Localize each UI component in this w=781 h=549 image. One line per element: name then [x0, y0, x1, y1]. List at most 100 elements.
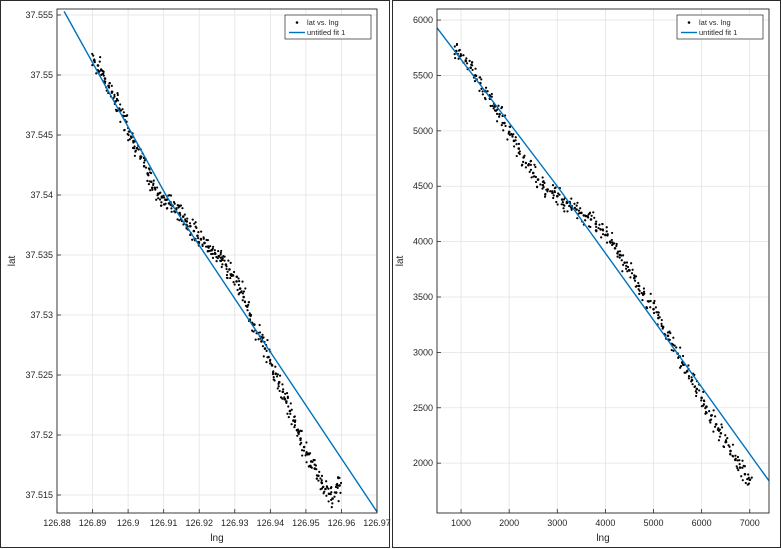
scatter-point: [191, 218, 194, 221]
scatter-point: [193, 222, 196, 225]
scatter-point: [219, 251, 222, 254]
scatter-point: [741, 466, 744, 469]
scatter-point: [500, 124, 503, 127]
x-tick-label: 126.95: [292, 518, 320, 528]
scatter-point: [203, 241, 206, 244]
scatter-point: [156, 194, 159, 197]
scatter-point: [638, 292, 641, 295]
scatter-point: [719, 431, 723, 435]
scatter-point: [561, 201, 564, 204]
scatter-point: [152, 182, 155, 185]
scatter-point: [327, 500, 330, 503]
scatter-point: [657, 311, 660, 314]
scatter-point: [289, 402, 292, 405]
scatter-point: [529, 159, 533, 163]
scatter-point: [734, 457, 737, 460]
fit-line: [437, 27, 769, 482]
scatter-point: [211, 256, 215, 259]
scatter-point: [133, 145, 136, 148]
scatter-point: [324, 487, 327, 491]
scatter-point: [473, 80, 477, 83]
scatter-point: [154, 188, 157, 191]
scatter-point: [542, 185, 545, 189]
scatter-point: [489, 104, 492, 108]
scatter-point: [102, 74, 105, 77]
scatter-point: [202, 237, 205, 240]
scatter-point: [704, 407, 707, 410]
scatter-point: [152, 179, 155, 182]
scatter-point: [712, 409, 715, 412]
scatter-point: [601, 222, 604, 226]
scatter-point: [123, 129, 126, 132]
scatter-point: [301, 454, 304, 457]
scatter-point: [320, 479, 323, 482]
scatter-point: [293, 420, 297, 424]
scatter-point: [704, 410, 708, 414]
scatter-point: [717, 429, 721, 432]
scatter-point: [599, 228, 602, 231]
scatter-point: [254, 338, 257, 341]
scatter-point: [110, 91, 113, 94]
scatter-point: [211, 252, 214, 255]
scatter-point: [729, 449, 732, 453]
scatter-point: [116, 92, 119, 95]
scatter-point: [531, 171, 535, 175]
legend-entry-fit: untitled fit 1: [699, 28, 737, 37]
scatter-point: [98, 70, 101, 73]
scatter-point: [681, 361, 684, 364]
scatter-point: [645, 307, 649, 310]
scatter-point: [265, 349, 268, 353]
scatter-point: [269, 362, 272, 365]
scatter-point: [217, 249, 220, 253]
x-tick-label: 5000: [644, 518, 664, 528]
scatter-point: [649, 306, 652, 309]
y-tick-label: 37.515: [25, 490, 53, 500]
scatter-point: [274, 365, 277, 368]
scatter-point: [322, 492, 325, 495]
scatter-point: [459, 52, 462, 56]
scatter-point: [223, 255, 226, 258]
scatter-point: [92, 59, 96, 62]
scatter-point: [206, 239, 210, 242]
scatter-point: [162, 194, 165, 197]
scatter-point: [151, 186, 154, 189]
scatter-point: [173, 210, 176, 213]
scatter-point: [137, 148, 140, 151]
scatter-point: [562, 207, 565, 210]
scatter-point: [521, 163, 524, 166]
scatter-point: [563, 210, 566, 213]
y-tick-label: 37.535: [25, 250, 53, 260]
scatter-point: [726, 437, 729, 440]
scatter-point: [522, 156, 525, 159]
scatter-point: [566, 210, 569, 213]
scatter-point: [305, 452, 308, 455]
scatter-point: [287, 405, 290, 408]
scatter-point: [621, 270, 624, 273]
scatter-point: [199, 237, 203, 240]
scatter-point: [211, 247, 214, 250]
x-tick-label: 126.92: [185, 518, 213, 528]
scatter-point: [695, 387, 699, 391]
scatter-point: [549, 190, 552, 193]
scatter-point: [625, 264, 628, 267]
scatter-point: [506, 138, 509, 141]
scatter-point: [589, 218, 593, 221]
scatter-point: [319, 477, 322, 480]
scatter-point: [179, 204, 183, 207]
scatter-point: [530, 176, 533, 179]
scatter-point: [675, 346, 678, 349]
scatter-point: [191, 238, 194, 241]
scatter-point: [515, 142, 518, 146]
scatter-point: [263, 347, 267, 350]
scatter-point: [638, 289, 641, 292]
scatter-point: [709, 421, 712, 424]
scatter-point: [119, 103, 122, 106]
scatter-point: [474, 67, 477, 70]
scatter-point: [598, 223, 601, 226]
scatter-point: [147, 183, 151, 186]
scatter-point: [744, 481, 747, 485]
scatter-point: [215, 260, 218, 263]
y-axis-label: lat: [7, 255, 18, 266]
scatter-point: [483, 96, 487, 100]
scatter-point: [93, 61, 96, 64]
